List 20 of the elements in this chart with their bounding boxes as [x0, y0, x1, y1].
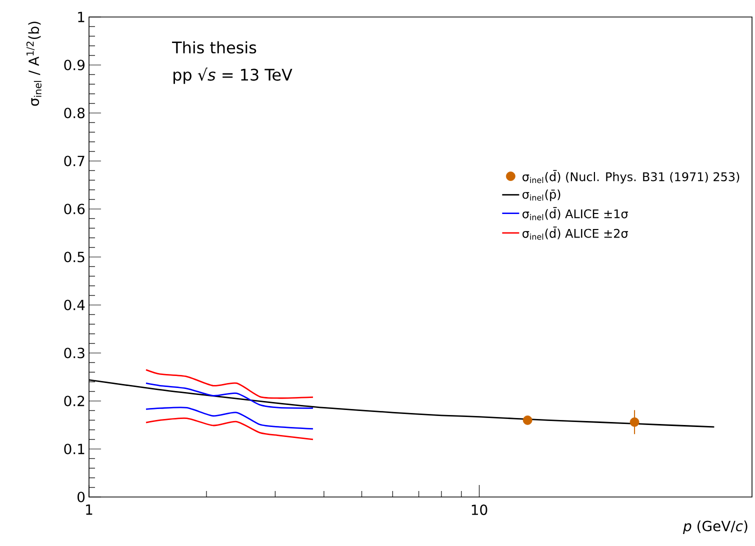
- y-tick-label: 1: [78, 12, 84, 22]
- legend-label: σ$_{inel}$(d̄) ALICE ±1σ: [522, 207, 628, 220]
- y-tick-label: 0.9: [64, 60, 84, 70]
- y-tick-label: 0.6: [64, 204, 85, 214]
- y-tick-label: 0.2: [64, 396, 84, 406]
- annotation: This thesis: [172, 41, 256, 54]
- x-axis-title: p (GeV/c): [682, 520, 748, 534]
- y-tick-label: 0: [78, 492, 85, 502]
- y-tick-label: 0.1: [64, 444, 84, 454]
- y-tick-label: 0.5: [64, 252, 84, 262]
- legend-label: σ$_{inel}$(d̄) ALICE ±2σ: [522, 226, 628, 240]
- y-axis-title: σ$_{inel}$ / A$^{1/2}$(b): [26, 22, 42, 106]
- x-tick-label: 10: [472, 504, 488, 516]
- legend-label: σ$_{inel}$(d̄) (Nucl. Phys. B31 (1971) 253): [522, 170, 740, 184]
- y-tick-label: 0.8: [64, 108, 85, 118]
- y-tick-label: 0.3: [64, 348, 84, 358]
- y-tick-label: 0.4: [64, 300, 85, 310]
- legend-label: σ$_{inel}$(p̄): [522, 190, 560, 202]
- y-tick-label: 0.7: [64, 156, 84, 166]
- annotation: pp √s = 13 TeV: [174, 68, 292, 84]
